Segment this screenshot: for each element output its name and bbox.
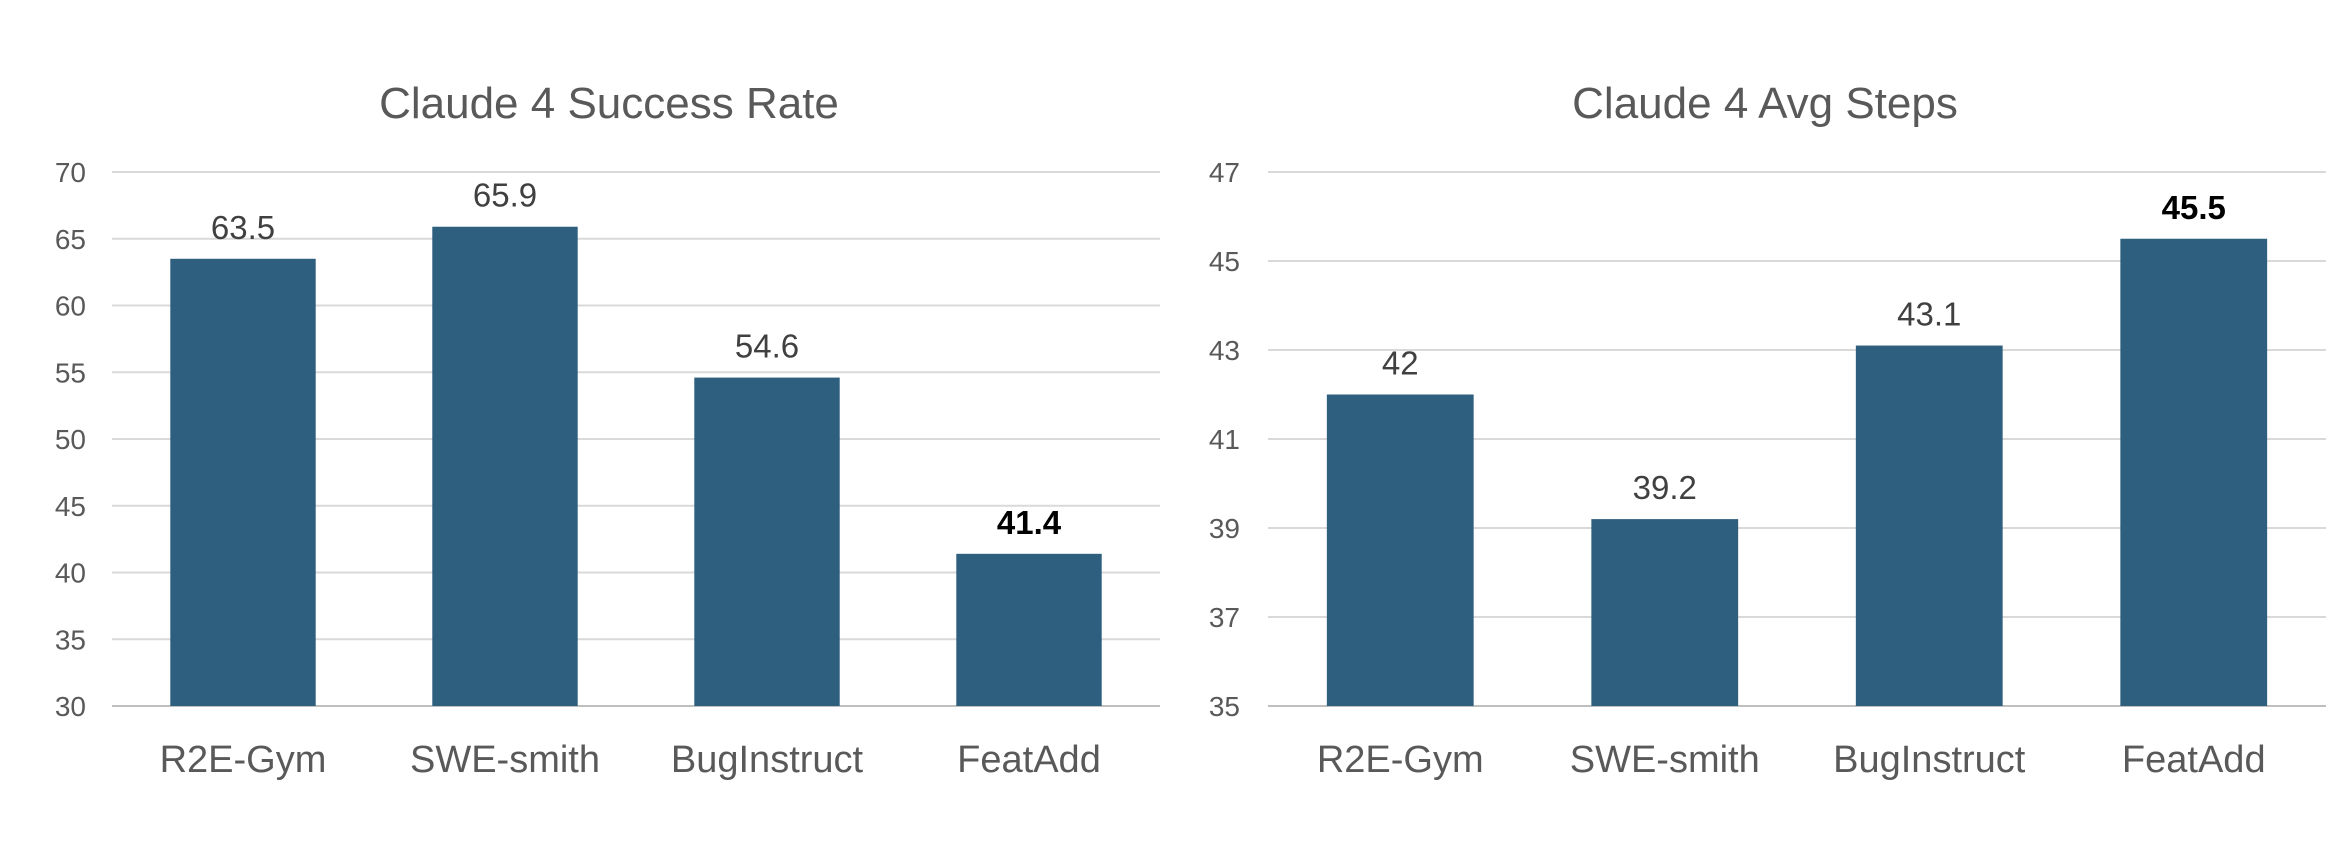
bar (1591, 519, 1739, 706)
x-tick-label: R2E-Gym (1317, 739, 1484, 781)
data-label: 63.5 (211, 209, 275, 246)
x-tick-label: FeatAdd (957, 739, 1101, 781)
y-tick-label: 41 (1209, 424, 1240, 455)
chart-success-rate: Claude 4 Success Rate 30 35 40 45 50 55 60 65 70 6… (55, 79, 1160, 781)
y-tick-label: 40 (55, 558, 86, 589)
y-tick-label: 35 (55, 624, 86, 655)
x-tick-label: BugInstruct (1833, 739, 2026, 781)
data-label: 39.2 (1633, 469, 1697, 506)
y-tick-label: 45 (1209, 246, 1240, 277)
bar (170, 258, 316, 706)
data-label: 54.6 (735, 328, 799, 365)
y-tick-label: 35 (1209, 691, 1240, 722)
y-tick-label: 50 (55, 424, 86, 455)
bar (1326, 394, 1474, 706)
bar (432, 226, 578, 707)
y-tick-label: 30 (55, 691, 86, 722)
data-label: 41.4 (997, 504, 1062, 541)
y-tick-label: 55 (55, 357, 86, 388)
y-tick-label: 39 (1209, 513, 1240, 544)
x-tick-label: BugInstruct (671, 739, 864, 781)
y-tick-label: 45 (55, 491, 86, 522)
y-tick-label: 43 (1209, 335, 1240, 366)
y-tick-label: 37 (1209, 602, 1240, 633)
chart-title: Claude 4 Avg Steps (1572, 79, 1958, 128)
x-tick-label: FeatAdd (2122, 739, 2266, 781)
x-tick-label: SWE-smith (1570, 739, 1760, 781)
y-tick-label: 70 (55, 157, 86, 188)
bar (694, 377, 840, 706)
y-tick-label: 47 (1209, 157, 1240, 188)
y-tick-label: 60 (55, 291, 86, 322)
data-label: 43.1 (1897, 296, 1961, 333)
chart-title: Claude 4 Success Rate (379, 79, 839, 128)
data-label: 42 (1382, 345, 1419, 382)
y-tick-label: 65 (55, 224, 86, 255)
bar (956, 553, 1102, 706)
data-label: 45.5 (2162, 189, 2226, 226)
x-tick-label: R2E-Gym (160, 739, 327, 781)
chart-avg-steps: Claude 4 Avg Steps 35 37 39 41 43 45 47 42 R2E-Gy… (1209, 79, 2326, 781)
x-tick-label: SWE-smith (410, 739, 600, 781)
bar (1855, 345, 2003, 706)
bar (2120, 238, 2268, 706)
data-label: 65.9 (473, 177, 537, 214)
